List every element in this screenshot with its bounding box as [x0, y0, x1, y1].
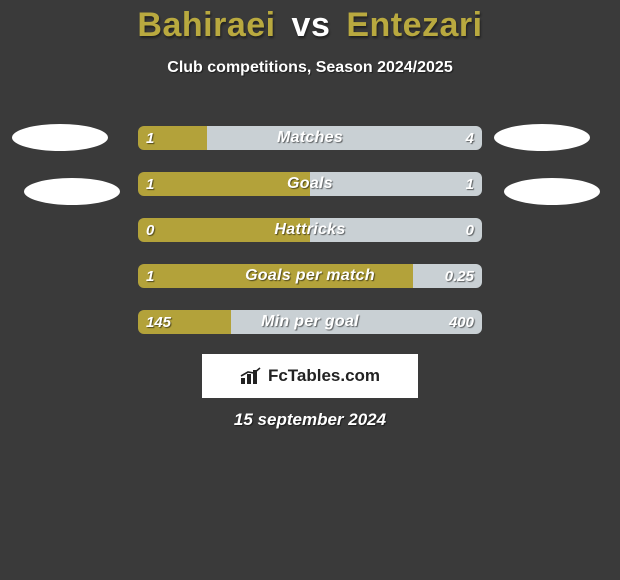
brand-box: FcTables.com [202, 354, 418, 398]
player-photo-placeholder [12, 124, 108, 151]
player-b-name: Entezari [346, 6, 482, 44]
stat-label: Hattricks [138, 218, 482, 242]
stat-row: 10.25Goals per match [138, 264, 482, 288]
comparison-canvas: Bahiraei vs Entezari Club competitions, … [0, 0, 620, 580]
stat-label: Goals per match [138, 264, 482, 288]
stat-row: 11Goals [138, 172, 482, 196]
player-photo-placeholder [504, 178, 600, 205]
player-a-name: Bahiraei [137, 6, 275, 44]
stat-row: 145400Min per goal [138, 310, 482, 334]
stat-rows: 14Matches 11Goals 00Hattricks 10.25Goals pe… [138, 126, 482, 356]
stat-label: Goals [138, 172, 482, 196]
stat-row: 00Hattricks [138, 218, 482, 242]
player-photo-placeholder [24, 178, 120, 205]
page-title: Bahiraei vs Entezari [0, 0, 620, 45]
date-line: 15 september 2024 [0, 410, 620, 430]
stat-row: 14Matches [138, 126, 482, 150]
subtitle: Club competitions, Season 2024/2025 [0, 59, 620, 77]
stat-label: Matches [138, 126, 482, 150]
vs-separator: vs [292, 6, 331, 44]
stat-label: Min per goal [138, 310, 482, 334]
bars-icon [240, 367, 262, 385]
brand-text: FcTables.com [268, 366, 380, 386]
player-photo-placeholder [494, 124, 590, 151]
